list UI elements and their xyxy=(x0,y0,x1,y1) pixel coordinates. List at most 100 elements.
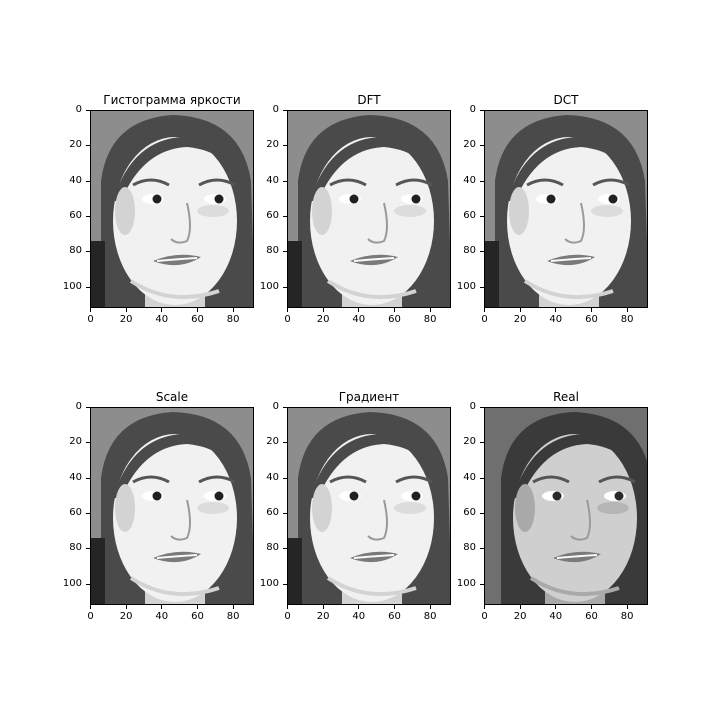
x-tick-mark xyxy=(519,605,521,609)
x-tick-mark xyxy=(125,605,127,609)
face-image xyxy=(484,407,648,605)
x-tick-mark xyxy=(555,605,557,609)
panel-title: DFT xyxy=(357,93,381,107)
y-tick-mark xyxy=(480,548,484,550)
x-tick-label: 20 xyxy=(316,314,330,325)
x-tick-label: 40 xyxy=(352,611,366,622)
y-tick-mark xyxy=(283,110,287,111)
x-tick-label: 0 xyxy=(284,611,291,622)
y-tick-label: 40 xyxy=(266,471,279,483)
y-tick-label: 60 xyxy=(266,507,279,519)
image-panel: DFT 0 20 40 60 80 100 0 20 40 60 80 xyxy=(260,93,451,325)
x-tick-label: 60 xyxy=(388,314,401,325)
face-image xyxy=(287,110,451,308)
y-tick-mark xyxy=(480,251,484,253)
x-tick-mark xyxy=(626,308,628,312)
y-tick-label: 100 xyxy=(456,280,476,292)
image-panel: Scale 0 20 40 60 80 100 0 20 40 60 80 xyxy=(63,390,254,622)
y-tick-label: 60 xyxy=(463,210,476,222)
y-tick-mark xyxy=(480,180,484,182)
y-tick-mark xyxy=(86,180,90,182)
y-axis: 0 20 40 60 80 100 xyxy=(257,401,287,605)
x-tick-mark xyxy=(393,308,395,312)
x-tick-label: 20 xyxy=(119,314,133,325)
y-tick-label: 80 xyxy=(463,542,476,554)
x-tick-mark xyxy=(358,605,360,609)
y-tick-mark xyxy=(283,216,287,218)
panel-title: Градиент xyxy=(338,390,400,404)
x-axis: 0 20 40 60 80 xyxy=(284,308,451,328)
y-tick-mark xyxy=(283,477,287,479)
x-tick-label: 0 xyxy=(87,314,94,325)
x-tick-label: 40 xyxy=(549,314,563,325)
x-tick-mark xyxy=(519,308,521,312)
x-tick-label: 80 xyxy=(423,611,437,622)
x-tick-mark xyxy=(358,308,360,312)
x-tick-label: 20 xyxy=(513,314,527,325)
y-tick-label: 0 xyxy=(469,401,476,412)
y-tick-label: 40 xyxy=(463,174,476,186)
y-tick-label: 40 xyxy=(463,471,476,483)
x-tick-label: 0 xyxy=(481,314,488,325)
x-axis: 0 20 40 60 80 xyxy=(284,605,451,625)
x-tick-label: 0 xyxy=(284,314,291,325)
y-tick-mark xyxy=(283,407,287,408)
image-panel: Real 0 20 40 60 80 100 0 20 40 60 80 xyxy=(457,390,648,622)
y-tick-mark xyxy=(480,513,484,515)
x-tick-mark xyxy=(90,605,91,609)
y-axis: 0 20 40 60 80 100 xyxy=(60,104,90,308)
y-axis: 0 20 40 60 80 100 xyxy=(454,104,484,308)
x-tick-label: 80 xyxy=(620,611,634,622)
x-tick-label: 40 xyxy=(549,611,563,622)
y-tick-mark xyxy=(86,110,90,111)
x-axis: 0 20 40 60 80 xyxy=(481,308,648,328)
x-tick-label: 0 xyxy=(87,611,94,622)
image-panel: Гистограмма яркости 0 20 40 60 80 100 0 20 40 60… xyxy=(63,93,254,325)
y-tick-label: 80 xyxy=(266,245,279,257)
x-tick-mark xyxy=(287,308,288,312)
x-tick-label: 60 xyxy=(585,314,598,325)
y-tick-label: 100 xyxy=(456,577,476,589)
y-tick-mark xyxy=(283,145,287,147)
x-tick-label: 60 xyxy=(191,611,204,622)
image-panel: Градиент 0 20 40 60 80 100 0 20 40 60 80 xyxy=(260,390,451,622)
y-tick-label: 100 xyxy=(259,577,279,589)
y-tick-mark xyxy=(283,513,287,515)
x-axis: 0 20 40 60 80 xyxy=(481,605,648,625)
y-tick-mark xyxy=(283,583,287,585)
y-tick-label: 100 xyxy=(62,280,82,292)
y-tick-label: 20 xyxy=(69,436,82,448)
x-tick-mark xyxy=(161,605,163,609)
x-tick-mark xyxy=(287,605,288,609)
x-tick-label: 40 xyxy=(155,314,169,325)
y-tick-mark xyxy=(86,583,90,585)
x-tick-mark xyxy=(429,308,431,312)
x-tick-label: 20 xyxy=(316,611,330,622)
y-tick-label: 20 xyxy=(266,139,279,151)
x-tick-label: 80 xyxy=(226,611,240,622)
x-tick-label: 80 xyxy=(423,314,437,325)
x-tick-label: 20 xyxy=(119,611,133,622)
y-tick-label: 60 xyxy=(266,210,279,222)
x-tick-mark xyxy=(196,308,198,312)
y-tick-label: 60 xyxy=(69,507,82,519)
face-image xyxy=(90,407,254,605)
y-tick-label: 0 xyxy=(75,104,82,115)
y-tick-label: 60 xyxy=(69,210,82,222)
y-tick-mark xyxy=(283,286,287,288)
y-tick-mark xyxy=(283,442,287,444)
y-tick-label: 0 xyxy=(272,104,279,115)
face-image xyxy=(287,407,451,605)
x-tick-mark xyxy=(232,308,234,312)
y-tick-mark xyxy=(480,110,484,111)
y-tick-label: 20 xyxy=(69,139,82,151)
x-tick-label: 40 xyxy=(352,314,366,325)
y-tick-label: 40 xyxy=(69,174,82,186)
y-tick-mark xyxy=(86,286,90,288)
y-tick-label: 60 xyxy=(463,507,476,519)
y-tick-mark xyxy=(86,216,90,218)
y-tick-label: 100 xyxy=(259,280,279,292)
face-image xyxy=(90,110,254,308)
x-tick-mark xyxy=(393,605,395,609)
x-tick-label: 60 xyxy=(585,611,598,622)
